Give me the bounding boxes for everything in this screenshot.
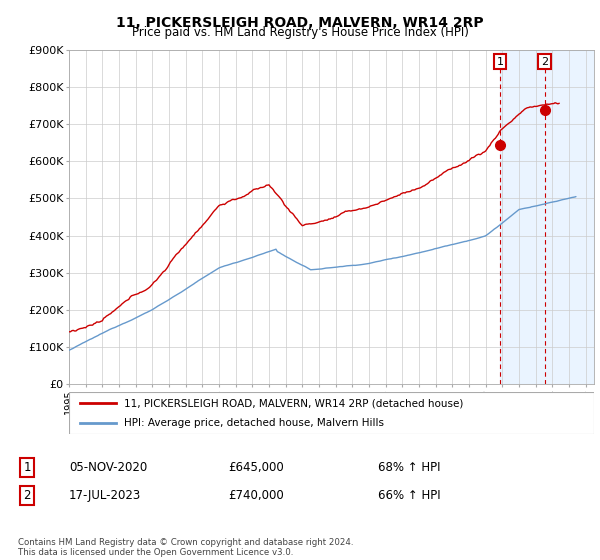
Text: 2: 2 — [541, 57, 548, 67]
Text: Price paid vs. HM Land Registry's House Price Index (HPI): Price paid vs. HM Land Registry's House … — [131, 26, 469, 39]
Text: 05-NOV-2020: 05-NOV-2020 — [69, 461, 147, 474]
Text: 2: 2 — [23, 489, 31, 502]
Text: 68% ↑ HPI: 68% ↑ HPI — [378, 461, 440, 474]
Text: 11, PICKERSLEIGH ROAD, MALVERN, WR14 2RP: 11, PICKERSLEIGH ROAD, MALVERN, WR14 2RP — [116, 16, 484, 30]
Text: £645,000: £645,000 — [228, 461, 284, 474]
Bar — [500, 50, 594, 384]
Bar — [545, 50, 594, 384]
Text: 1: 1 — [23, 461, 31, 474]
Text: 11, PICKERSLEIGH ROAD, MALVERN, WR14 2RP (detached house): 11, PICKERSLEIGH ROAD, MALVERN, WR14 2RP… — [124, 398, 464, 408]
Text: £740,000: £740,000 — [228, 489, 284, 502]
Text: 17-JUL-2023: 17-JUL-2023 — [69, 489, 141, 502]
Text: 1: 1 — [496, 57, 503, 67]
Text: 66% ↑ HPI: 66% ↑ HPI — [378, 489, 440, 502]
Text: HPI: Average price, detached house, Malvern Hills: HPI: Average price, detached house, Malv… — [124, 418, 384, 428]
Text: Contains HM Land Registry data © Crown copyright and database right 2024.
This d: Contains HM Land Registry data © Crown c… — [18, 538, 353, 557]
